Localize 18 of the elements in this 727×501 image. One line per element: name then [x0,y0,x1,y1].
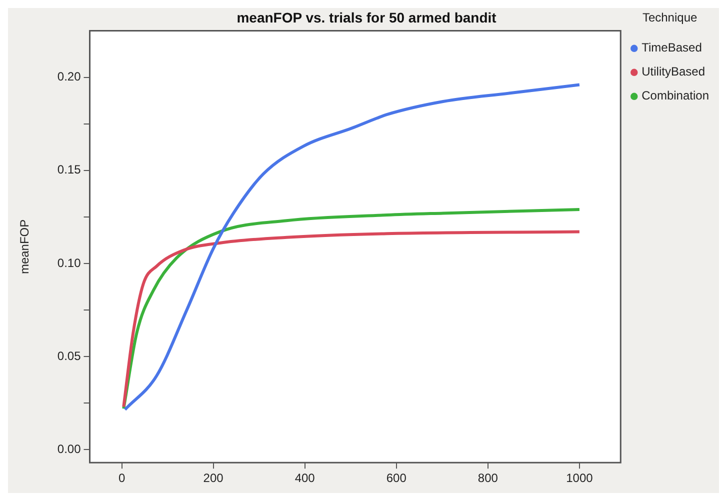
x-tick-label: 0 [118,471,126,486]
x-tick-label: 600 [386,471,407,486]
x-tick-label: 200 [203,471,224,486]
line-series [123,83,581,412]
legend-label: Combination [642,88,710,103]
y-tick-label: 0.00 [57,442,82,456]
legend-label: UtilityBased [642,64,705,79]
legend-title: Technique [642,10,698,24]
y-tick-label: 0.20 [57,70,82,84]
y-tick-label: 0.10 [57,256,82,270]
chart-title: meanFOP vs. trials for 50 armed bandit [236,9,497,26]
y-tick-label: 0.15 [57,162,82,177]
y-tick-label: 0.05 [57,348,82,363]
x-tick-label: 400 [294,471,316,486]
y-axis-title: meanFOP [18,219,32,274]
x-tick-label: 1000 [566,471,594,486]
x-tick-label: 800 [478,471,498,486]
legend-label: TimeBased [642,40,702,55]
